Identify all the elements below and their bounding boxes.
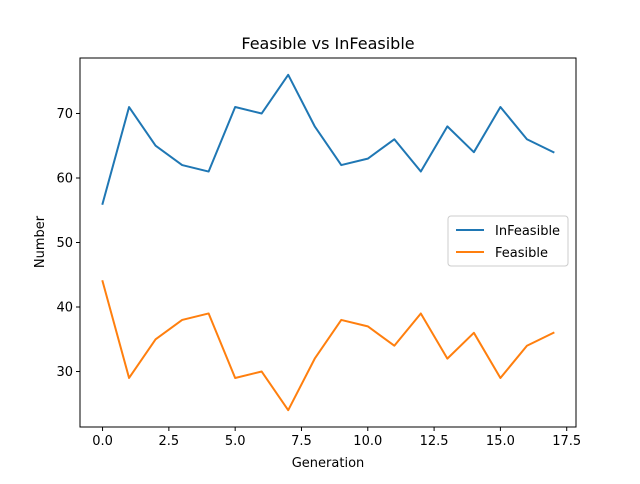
legend-label-infeasible: InFeasible <box>495 224 560 239</box>
plot-area-frame <box>79 57 577 428</box>
x-tick-label: 15.0 <box>486 434 515 449</box>
y-axis-label: Number <box>33 215 48 268</box>
y-tick-label: 30 <box>56 365 73 380</box>
y-axis-ticks: 30 40 50 60 70 <box>56 107 80 380</box>
x-tick-label: 12.5 <box>420 434 449 449</box>
x-tick-label: 0.0 <box>92 434 113 449</box>
y-tick-label: 70 <box>56 107 73 122</box>
series-lines <box>101 73 555 412</box>
x-axis-label: Generation <box>292 456 365 471</box>
x-tick-label: 2.5 <box>159 434 180 449</box>
y-tick-label: 60 <box>56 171 73 186</box>
legend-label-feasible: Feasible <box>495 246 548 261</box>
y-tick-label: 50 <box>56 236 73 251</box>
x-tick-label: 7.5 <box>291 434 312 449</box>
x-tick-label: 10.0 <box>353 434 382 449</box>
series-line-infeasible <box>101 73 555 206</box>
y-tick-label: 40 <box>56 301 73 316</box>
x-tick-label: 17.5 <box>552 434 581 449</box>
legend: InFeasible Feasible <box>447 215 569 267</box>
chart-title: Feasible vs InFeasible <box>241 34 414 53</box>
legend-frame <box>447 215 569 267</box>
x-tick-label: 5.0 <box>225 434 246 449</box>
x-axis-ticks: 0.0 2.5 5.0 7.5 10.0 12.5 15.0 17.5 <box>92 427 581 449</box>
series-line-feasible <box>101 279 555 412</box>
